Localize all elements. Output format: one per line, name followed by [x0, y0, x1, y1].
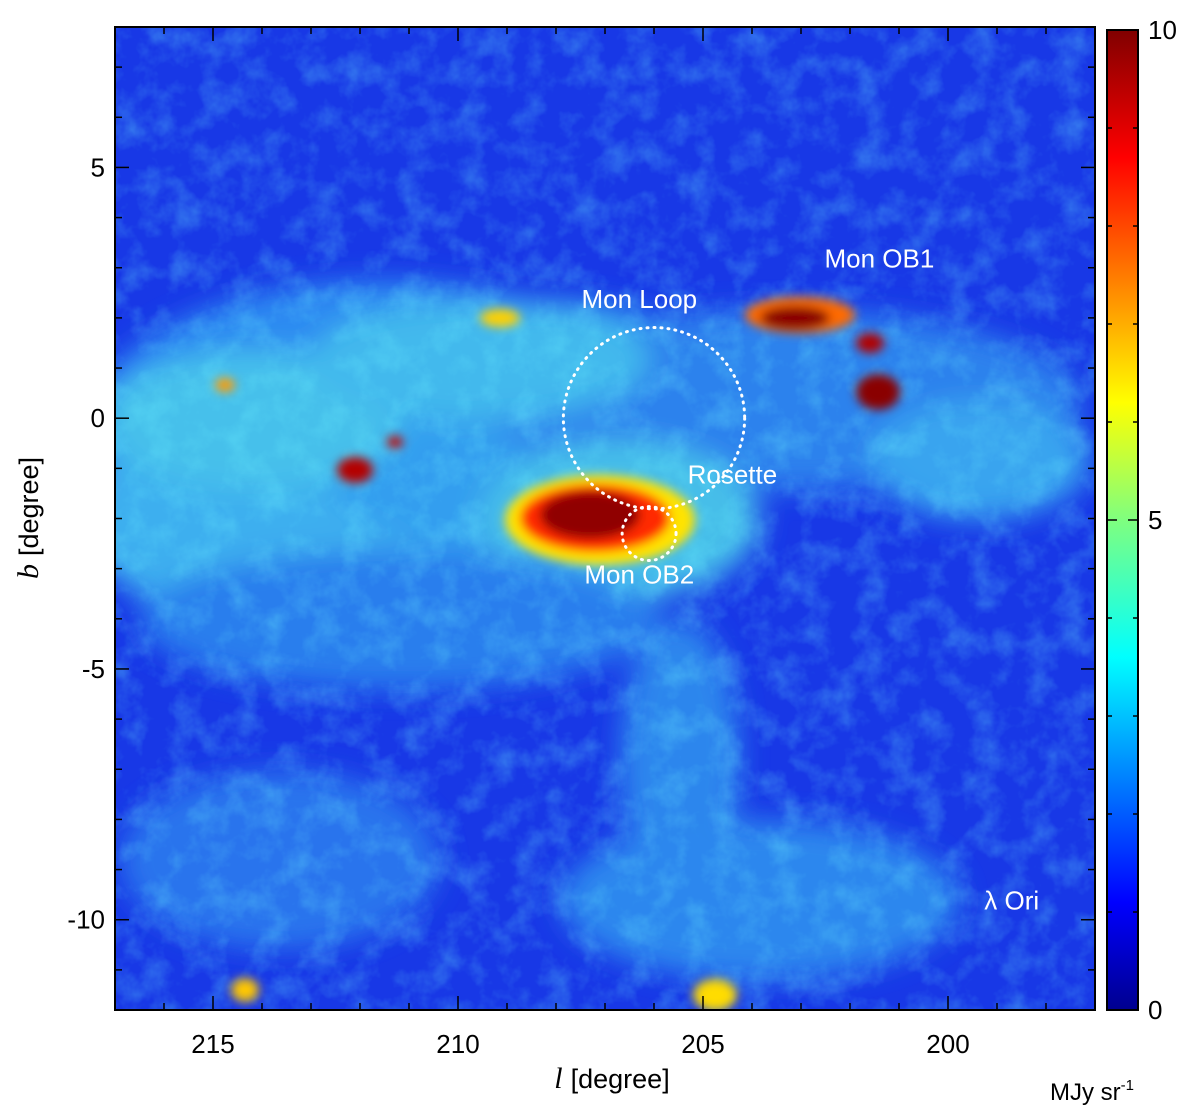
y-tick-label: -5: [82, 654, 105, 684]
y-axis-title: b[degree]: [12, 457, 45, 579]
y-tick-label: 0: [91, 403, 105, 433]
y-tick-label: 5: [91, 152, 105, 182]
y-tick-label: -10: [67, 905, 105, 935]
heatmap-image: [115, 27, 1095, 1010]
colorbar-tick-label: 0: [1148, 995, 1162, 1025]
x-tick-label: 215: [191, 1029, 234, 1059]
region-label: Mon Loop: [581, 284, 697, 314]
y-axis: 5 0 -5 -10: [67, 66, 1095, 971]
x-tick-label: 210: [436, 1029, 479, 1059]
region-circles: [561, 326, 747, 562]
region-label: λ Ori: [984, 886, 1039, 916]
x-axis-title: l [degree]: [554, 1062, 669, 1095]
region-label: Mon OB2: [584, 560, 694, 590]
colorbar: 0 5 10 MJy sr-1: [1050, 15, 1177, 1106]
x-tick-label: 205: [681, 1029, 724, 1059]
colorbar-tick-label: 5: [1148, 505, 1162, 535]
region-label: Mon OB1: [824, 244, 934, 274]
colorbar-ticks: 0 5 10: [1107, 15, 1177, 1025]
region-label: Rosette: [688, 459, 778, 489]
region-labels: Mon OB1 Mon Loop Rosette Mon OB2 λ Ori: [581, 244, 1039, 916]
colorbar-unit: MJy sr-1: [1050, 1077, 1134, 1106]
colorbar-tick-label: 10: [1148, 15, 1177, 45]
region-circle: [620, 505, 678, 562]
x-axis: 215 210 205 200: [114, 27, 1096, 1059]
x-tick-label: 200: [926, 1029, 969, 1059]
region-circle: [561, 326, 747, 511]
